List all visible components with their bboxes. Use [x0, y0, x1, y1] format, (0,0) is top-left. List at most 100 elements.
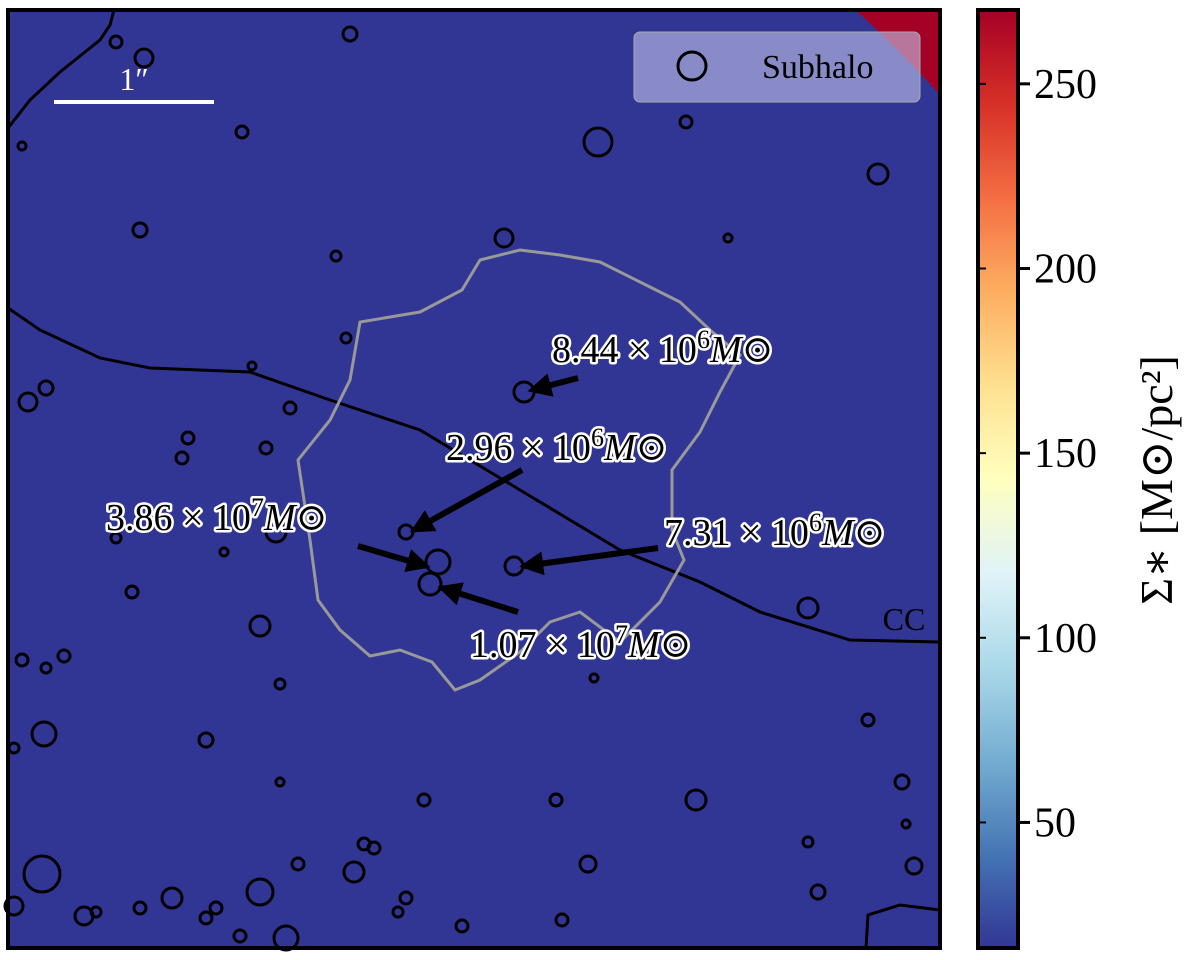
subhalo-marker: [22, 854, 62, 894]
mass-unit: M⊙: [603, 427, 668, 469]
subhalo-marker: [131, 221, 149, 239]
subhalo-marker: [582, 126, 614, 158]
subhalo-marker: [904, 856, 924, 876]
mass-exponent: 6: [591, 423, 604, 452]
colorbar-frame: [976, 8, 1020, 950]
subhalo-marker: [341, 25, 359, 43]
legend-box: [633, 31, 921, 103]
mass-unit: M⊙: [709, 329, 774, 371]
mass-label: 1.07 × 107M⊙: [470, 620, 691, 666]
subhalo-marker: [900, 818, 912, 830]
subhalos: [3, 25, 924, 952]
mass-exponent: 7: [251, 493, 264, 522]
legend-marker: [676, 50, 708, 82]
mass-exponent: 6: [697, 325, 710, 354]
mass-exponent: 7: [615, 620, 628, 649]
arrow: [437, 582, 519, 615]
subhalo-marker: [339, 331, 353, 345]
arrows: [357, 373, 659, 615]
subhalo-marker: [3, 895, 25, 917]
mass-unit: M⊙: [821, 512, 886, 554]
colorbar-label: Σ∗ [M⊙/pc²]: [1131, 355, 1182, 605]
mass-unit: M⊙: [627, 624, 692, 666]
subhalo-marker: [264, 520, 288, 544]
colorbar-tick-label: 150: [1034, 431, 1097, 477]
subhalo-marker: [493, 227, 515, 249]
subhalo-marker: [37, 379, 55, 397]
subhalo-marker: [180, 430, 196, 446]
subhalo-marker: [548, 792, 564, 808]
arrow: [519, 545, 659, 576]
subhalo-marker: [89, 905, 103, 919]
subhalo-marker: [801, 835, 815, 849]
subhalo-marker: [17, 391, 39, 413]
annotations: 8.44 × 106M⊙2.96 × 106M⊙3.86 × 107M⊙ 7.31…: [104, 323, 888, 669]
subhalo-marker: [232, 928, 248, 944]
subhalo-marker: [684, 788, 708, 812]
subhalo-marker: [398, 890, 414, 906]
subhalo-marker: [108, 34, 124, 50]
subhalo-marker: [109, 531, 123, 545]
mass-exponent: 6: [809, 508, 822, 537]
critical-curves: [6, 9, 941, 949]
subhalo-marker: [30, 720, 58, 748]
critical-curve: [864, 903, 941, 949]
subhalo-marker: [124, 584, 140, 600]
critical-curve: [7, 306, 941, 644]
source-contour: [296, 248, 742, 692]
arrow: [357, 543, 431, 573]
scale-bar-label: 1″: [119, 61, 148, 97]
subhalo-marker: [809, 883, 827, 901]
subhalo-marker: [245, 877, 275, 907]
subhalo-marker: [234, 124, 250, 140]
subhalo-marker: [218, 546, 230, 558]
critical-curve: [6, 9, 116, 129]
subhalo-marker: [554, 912, 570, 928]
arrow: [527, 373, 579, 397]
subhalo-marker: [329, 249, 343, 263]
density-map: [8, 10, 940, 948]
subhalo-marker: [258, 440, 274, 456]
subhalo-marker: [248, 614, 272, 638]
colorbar-tick-label: 250: [1034, 62, 1097, 108]
plot-frame: [6, 8, 942, 950]
mass-mantissa: 8.44 × 10: [552, 329, 697, 371]
subhalo-marker: [274, 776, 286, 788]
mass-unit: M⊙: [263, 497, 328, 539]
subhalo-marker: [588, 672, 600, 684]
subhalo-marker: [133, 47, 155, 69]
subhalo-marker: [416, 792, 432, 808]
subhalo-marker: [342, 860, 366, 884]
colorbar-tick-label: 50: [1034, 800, 1076, 846]
legend: Subhalo: [633, 31, 921, 103]
subhalo-marker: [282, 400, 298, 416]
subhalo-marker: [273, 677, 287, 691]
subhalo-marker: [678, 114, 694, 130]
subhalo-marker: [132, 900, 148, 916]
subhalo-marker: [722, 232, 734, 244]
subhalo-marker: [454, 918, 470, 934]
subhalo-marker: [866, 162, 890, 186]
subhalo-marker: [391, 905, 405, 919]
subhalo-marker: [56, 648, 72, 664]
subhalo-marker: [893, 773, 911, 791]
colorbar-tick-label: 200: [1034, 247, 1097, 293]
mass-label: 8.44 × 106M⊙: [552, 325, 773, 371]
mass-label: 3.86 × 107M⊙: [106, 493, 327, 539]
subhalo-marker: [208, 900, 224, 916]
mass-mantissa: 3.86 × 10: [106, 497, 251, 539]
mass-mantissa: 1.07 × 10: [470, 624, 615, 666]
colorbar-tick-label: 100: [1034, 616, 1097, 662]
subhalo-marker: [796, 596, 820, 620]
colorbar: [978, 10, 1018, 948]
arrow: [409, 467, 524, 533]
mass-mantissa: 2.96 × 10: [446, 427, 591, 469]
subhalo-marker: [14, 652, 30, 668]
mass-label: 2.96 × 106M⊙: [446, 423, 667, 469]
subhalo-marker: [578, 854, 598, 874]
legend-label: Subhalo: [762, 49, 873, 86]
subhalo-marker: [246, 360, 258, 372]
subhalo-marker: [198, 910, 214, 926]
subhalo-marker: [197, 731, 215, 749]
